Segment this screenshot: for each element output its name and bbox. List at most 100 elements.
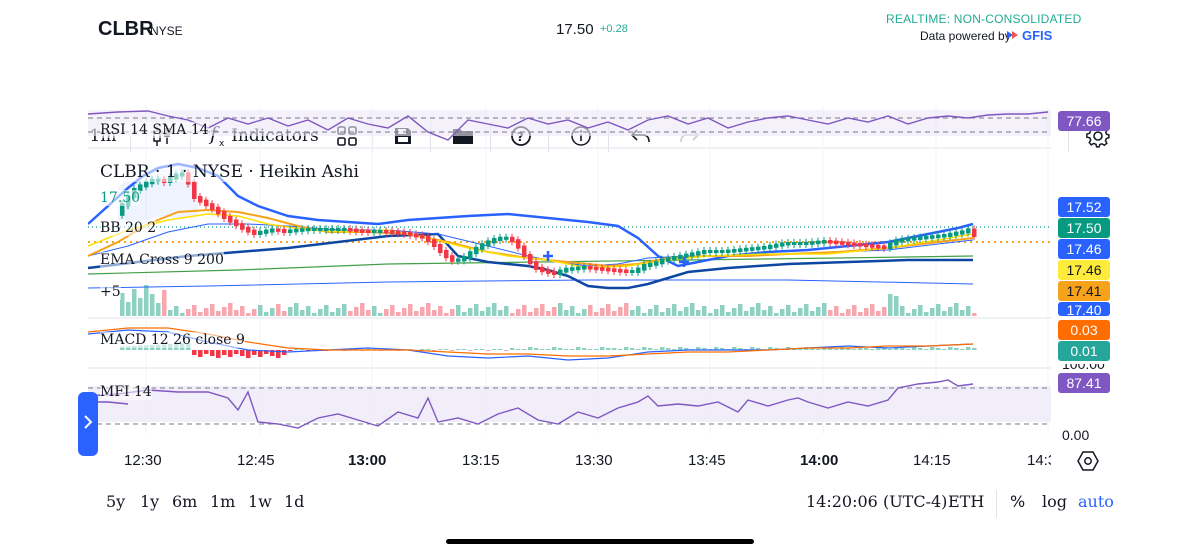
- volume-bar: [888, 294, 893, 316]
- candle-body: [396, 230, 401, 235]
- volume-bar: [348, 311, 353, 316]
- volume-bar: [756, 303, 761, 316]
- candle-body: [324, 228, 329, 231]
- volume-bar: [498, 310, 503, 316]
- volume-bar: [678, 311, 683, 316]
- candle-body: [906, 237, 911, 242]
- volume-bar: [960, 310, 965, 316]
- volume-bar: [738, 304, 743, 316]
- volume-bar: [414, 311, 419, 316]
- macd-histogram-bar: [594, 349, 599, 350]
- macd-histogram-bar: [870, 349, 875, 350]
- macd-histogram-bar: [960, 349, 965, 350]
- percent-toggle[interactable]: %: [1010, 492, 1026, 511]
- ema-cross-label[interactable]: EMA Cross 9 200: [100, 252, 224, 268]
- time-label: 12:30: [124, 452, 162, 469]
- candle-body: [894, 239, 899, 246]
- range-1w[interactable]: 1w: [248, 492, 272, 511]
- volume-bar: [186, 309, 191, 316]
- candle-body: [720, 250, 725, 253]
- session-toggle[interactable]: ETH: [948, 492, 985, 511]
- candle-body: [456, 258, 461, 262]
- volume-bar: [132, 289, 137, 316]
- volume-bar: [474, 304, 479, 316]
- mfi-zero-label: 0.00: [1062, 427, 1090, 443]
- macd-histogram-bar: [834, 349, 839, 350]
- candle-body: [600, 267, 605, 271]
- chevron-right-icon: [83, 414, 93, 435]
- candle-body: [348, 228, 353, 232]
- macd-histogram-bar: [240, 350, 245, 356]
- macd-histogram-bar: [816, 349, 821, 350]
- macd-histogram-bar: [228, 350, 233, 357]
- more-indicators-label[interactable]: +5: [100, 284, 121, 300]
- range-1y[interactable]: 1y: [140, 492, 160, 511]
- macd-histogram-bar: [546, 349, 551, 350]
- candle-body: [672, 256, 677, 261]
- volume-bar: [690, 303, 695, 316]
- macd-histogram-bar: [798, 349, 803, 350]
- candle-body: [780, 242, 785, 247]
- macd-histogram-bar: [252, 350, 257, 355]
- volume-bar: [912, 309, 917, 316]
- range-5y[interactable]: 5y: [106, 492, 126, 511]
- volume-bar: [126, 302, 131, 316]
- axis-settings-icon[interactable]: [1077, 450, 1099, 477]
- volume-bar: [582, 309, 587, 316]
- macd-histogram-bar: [612, 348, 617, 350]
- volume-bar: [246, 313, 251, 316]
- volume-bar: [516, 309, 521, 316]
- bb-label[interactable]: BB 20 2: [100, 220, 157, 236]
- candle-body: [216, 206, 221, 215]
- volume-bar: [120, 293, 125, 316]
- rsi-label[interactable]: RSI 14 SMA 14: [100, 122, 209, 138]
- volume-bar: [672, 304, 677, 316]
- macd-histogram-bar: [696, 347, 701, 350]
- macd-histogram-bar: [768, 347, 773, 350]
- candle-body: [966, 228, 971, 234]
- macd-histogram-bar: [222, 350, 227, 355]
- macd-histogram-bar: [444, 349, 449, 350]
- candle-body: [732, 249, 737, 253]
- mfi-label[interactable]: MFI 14: [100, 384, 152, 400]
- volume-bar: [324, 305, 329, 316]
- volume-bar: [666, 308, 671, 316]
- auto-toggle[interactable]: auto: [1078, 492, 1114, 511]
- chart-area[interactable]: RSI 14 SMA 14 CLBR · 1 · NYSE · Heikin A…: [88, 106, 1051, 434]
- candle-body: [402, 231, 407, 235]
- range-1d[interactable]: 1d: [284, 492, 305, 511]
- macd-histogram-bar: [954, 348, 959, 350]
- volume-bar: [924, 312, 929, 316]
- range-1m[interactable]: 1m: [210, 492, 236, 511]
- volume-bar: [576, 313, 581, 316]
- macd-histogram-bar: [588, 349, 593, 350]
- volume-bar: [342, 304, 347, 316]
- volume-bar: [384, 309, 389, 316]
- macd-histogram-bar: [558, 348, 563, 350]
- log-toggle[interactable]: log: [1042, 492, 1067, 511]
- macd-histogram-bar: [894, 347, 899, 350]
- volume-bar: [588, 305, 593, 316]
- candle-body: [654, 261, 659, 266]
- macd-histogram-bar: [942, 349, 947, 350]
- candle-body: [678, 254, 683, 259]
- volume-bar: [402, 308, 407, 316]
- macd-histogram-bar: [606, 348, 611, 350]
- macd-histogram-bar: [474, 349, 479, 350]
- volume-bar: [144, 285, 149, 316]
- clock-timezone[interactable]: 14:20:06 (UTC-4): [806, 492, 948, 511]
- volume-bar: [714, 309, 719, 316]
- candle-body: [924, 235, 929, 240]
- volume-bar: [180, 313, 185, 316]
- candle-body: [354, 228, 359, 233]
- candle-body: [234, 219, 239, 227]
- volume-bar: [510, 313, 515, 316]
- range-6m[interactable]: 6m: [172, 492, 198, 511]
- macd-histogram-bar: [636, 349, 641, 350]
- symbol-name[interactable]: CLBR: [98, 18, 154, 40]
- volume-bar: [558, 303, 563, 316]
- candle-body: [822, 240, 827, 244]
- side-panel-toggle[interactable]: [78, 392, 98, 456]
- candle-body: [408, 232, 413, 237]
- macd-label[interactable]: MACD 12 26 close 9: [100, 332, 245, 348]
